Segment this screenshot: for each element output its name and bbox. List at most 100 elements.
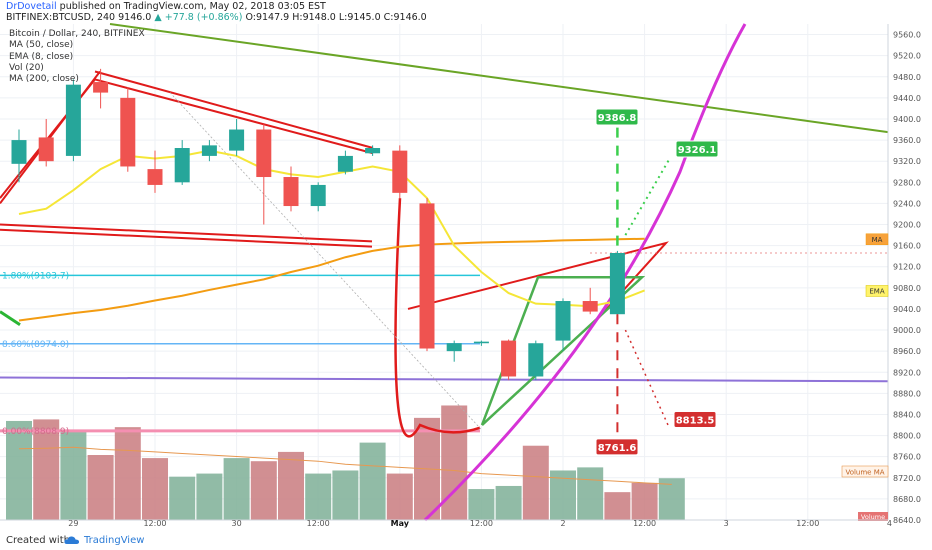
candle-body-17: [473, 341, 489, 344]
time-axis[interactable]: 29 12:00 30 12:00 May 12:00 2 12:00 3 12:00 4: [0, 519, 892, 528]
price-tick-12: 9120.0: [893, 263, 921, 272]
volume-bar-4: [114, 427, 141, 520]
last-price: 9146.0: [118, 12, 152, 23]
created-with-text: Created with: [6, 535, 70, 546]
time-tick-1: 12:00: [143, 519, 166, 528]
legend-item-vol[interactable]: Vol (20): [9, 62, 44, 73]
price-axis[interactable]: 8640.0 8680.0 8720.0 8760.0 8800.0 8840.0 8880…: [841, 24, 932, 525]
volume-bar-14: [386, 473, 413, 520]
volume-ma-line: [18, 446, 672, 485]
price-tick-8: 8960.0: [893, 347, 921, 356]
target-label-1: 9326.1: [678, 145, 717, 156]
volume-bar-17: [468, 489, 495, 520]
price-change: +77.8 (+0.86%): [164, 12, 243, 23]
candles: [11, 68, 625, 381]
volume-bar-21: [577, 467, 604, 520]
time-tick-2: 30: [232, 519, 242, 528]
axis-marker-bg-0: [865, 233, 889, 246]
price-tick-16: 9280.0: [893, 178, 921, 187]
target-label-3: 8761.6: [598, 443, 637, 454]
candle-body-6: [174, 148, 190, 183]
high-value: H:9148.0: [292, 12, 336, 23]
tradingview-cloud-icon: [64, 536, 80, 544]
author-link[interactable]: DrDovetail: [6, 1, 57, 12]
target-label-2: 8813.5: [676, 415, 715, 426]
volume-tag-bg: [858, 512, 888, 521]
candle-body-20: [555, 301, 571, 341]
parabolic-curve: [423, 23, 747, 522]
price-chart[interactable]: 1.80%(9103.7)8.60%(8974.0)0.00%(8808.9) …: [0, 0, 932, 530]
volume-bars: [6, 405, 685, 520]
price-tick-22: 9520.0: [893, 52, 921, 61]
price-targets: 9386.8 9326.1 8813.5 8761.6: [595, 108, 719, 456]
support-line: [0, 376, 889, 383]
price-tick-4: 8800.0: [893, 432, 921, 441]
legend-item-ma200[interactable]: MA (200, close): [9, 74, 79, 85]
open-value: O:9147.9: [245, 12, 290, 23]
volume-ma-tag: Volume MA: [845, 469, 884, 477]
volume-bar-19: [522, 445, 549, 520]
cup-curve: [394, 198, 481, 438]
time-tick-6: 2: [560, 519, 565, 528]
volume-bar-16: [441, 405, 468, 520]
ma200-left-segment: [0, 310, 21, 327]
time-tick-8: 3: [724, 519, 729, 528]
wedge-top-2: [94, 78, 374, 155]
candle-body-4: [120, 97, 136, 167]
change-up-icon: ▲: [154, 12, 162, 23]
time-tick-4: May: [391, 519, 410, 528]
price-tick-18: 9360.0: [893, 136, 921, 145]
legend-item-ma50[interactable]: MA (50, close): [9, 40, 74, 51]
time-tick-10: 4: [887, 519, 892, 528]
chart-header: DrDovetail published on TradingView.com,…: [0, 0, 932, 24]
fib-levels: 1.80%(9103.7) 8.60%(8974.0) 0.00%(8808.9): [0, 271, 480, 437]
wedge-bottom-1: [0, 223, 373, 243]
candle-body-21: [582, 301, 598, 312]
price-tick-20: 9440.0: [893, 94, 921, 103]
axis-marker-bg-1: [865, 285, 889, 297]
candle-body-18: [501, 340, 517, 377]
price-tick-6: 8880.0: [893, 389, 921, 398]
price-tick-7: 8920.0: [893, 368, 921, 377]
ma200-line: [109, 23, 889, 134]
price-tick-19: 9400.0: [893, 115, 921, 124]
publish-info: DrDovetail published on TradingView.com,…: [6, 1, 326, 12]
candle-body-16: [446, 343, 462, 352]
axis-marker-label-1: EMA: [869, 287, 884, 295]
price-tick-5: 8840.0: [893, 410, 921, 419]
candle-body-2: [65, 84, 81, 156]
price-tick-1: 8680.0: [893, 495, 921, 504]
fib-label-1: 8.60%(8974.0): [2, 340, 69, 350]
symbol-ohlc-line: BITFINEX:BTCUSD, 240 9146.0 ▲ +77.8 (+0.…: [6, 12, 427, 23]
volume-bar-12: [332, 470, 359, 520]
volume-bar-9: [250, 461, 277, 520]
volume-bar-10: [278, 451, 304, 520]
price-tick-23: 9560.0: [893, 31, 921, 40]
price-tick-15: 9240.0: [893, 199, 921, 208]
volume-bar-23: [631, 482, 658, 520]
volume-bar-8: [223, 458, 250, 520]
price-tick-9: 9000.0: [893, 326, 921, 335]
candle-body-3: [93, 82, 109, 93]
volume-bar-0: [6, 420, 32, 520]
tradingview-brand[interactable]: TradingView: [84, 535, 145, 546]
time-tick-7: 12:00: [633, 519, 656, 528]
target-badge-3: [595, 438, 639, 456]
time-tick-3: 12:00: [307, 519, 330, 528]
price-tick-0: 8640.0: [893, 516, 921, 525]
volume-bar-5: [142, 458, 168, 520]
grid-lines: [0, 24, 890, 521]
ma50-line: [18, 237, 645, 322]
candle-body-13: [365, 148, 381, 154]
candle-body-10: [283, 177, 299, 207]
volume-ma-tag-bg: [841, 465, 889, 478]
volume-tag: Volume: [861, 513, 885, 521]
candle-body-5: [147, 169, 163, 185]
volume-bar-22: [604, 492, 631, 520]
chart-legend: Bitcoin / Dollar, 240, BITFINEX MA (50, …: [9, 29, 145, 85]
volume-bar-3: [87, 455, 114, 520]
candle-body-8: [229, 129, 245, 151]
candle-body-14: [392, 150, 408, 193]
published-text: published on TradingView.com, May 02, 20…: [59, 1, 326, 12]
legend-item-ema8[interactable]: EMA (8, close): [9, 51, 74, 62]
